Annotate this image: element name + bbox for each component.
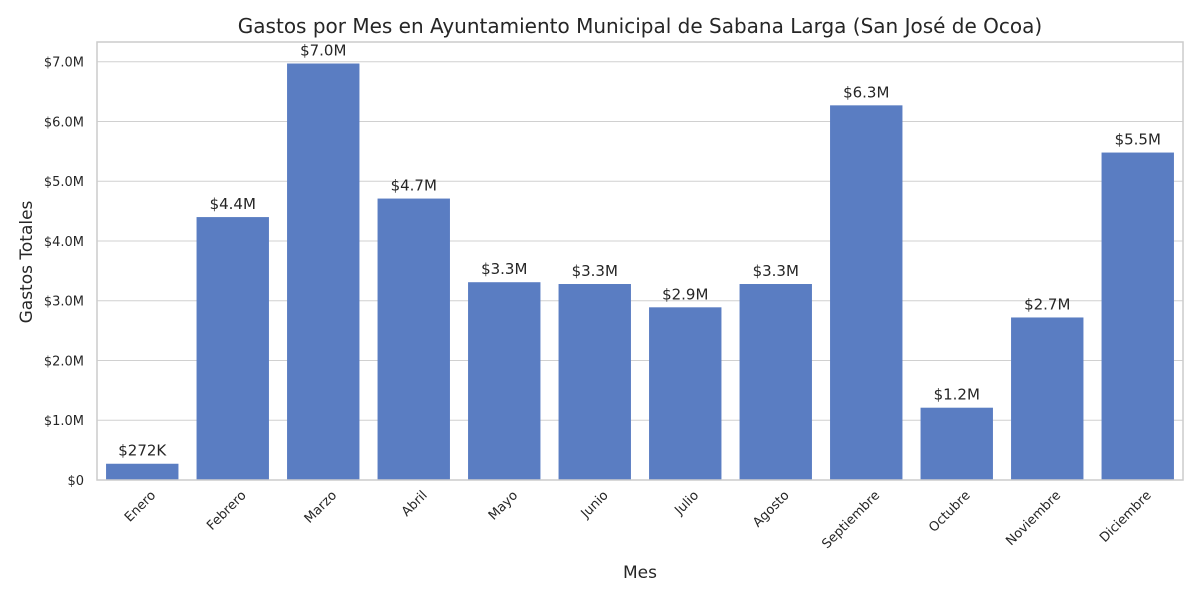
bar-value-label: $272K: [118, 442, 167, 460]
x-tick-label: Septiembre: [819, 488, 883, 552]
x-tick-label: Mayo: [486, 488, 521, 523]
y-axis-label: Gastos Totales: [17, 200, 37, 323]
bar-value-label: $2.7M: [1024, 295, 1070, 313]
x-tick-label: Julio: [671, 488, 702, 519]
y-tick-label: $3.0M: [44, 295, 84, 310]
bar-value-label: $6.3M: [843, 83, 889, 101]
plot-frame: [96, 41, 1184, 481]
bar-value-label: $5.5M: [1115, 131, 1161, 149]
bar: [106, 463, 179, 480]
bar: [196, 217, 269, 480]
bar-value-label: $1.2M: [934, 386, 980, 404]
x-axis-label: Mes: [623, 563, 657, 583]
y-axis-ticks: $0 $1.0M $2.0M $3.0M $4.0M $5.0M $6.0M $7.0M: [44, 56, 84, 489]
bar-value-label: $7.0M: [300, 42, 346, 60]
bar: [830, 105, 903, 481]
x-tick-label: Marzo: [302, 488, 340, 526]
y-tick-label: $6.0M: [44, 115, 84, 130]
bar-value-label: $2.9M: [662, 285, 708, 303]
x-tick-label: Junio: [578, 488, 612, 522]
x-tick-label: Noviembre: [1003, 488, 1064, 549]
x-tick-label: Diciembre: [1097, 488, 1155, 546]
x-tick-label: Octubre: [926, 488, 973, 535]
bar: [1101, 152, 1174, 480]
y-tick-label: $5.0M: [44, 175, 84, 190]
bar: [287, 63, 360, 480]
data-labels: $272K $4.4M $7.0M $4.7M $3.3M $3.3M $2.9M $3.3M…: [118, 42, 1161, 460]
bar-value-label: $4.4M: [210, 195, 256, 213]
chart-title: Gastos por Mes en Ayuntamiento Municipal…: [238, 14, 1042, 38]
bars: [106, 63, 1174, 481]
bar: [468, 282, 541, 480]
y-tick-label: $0: [67, 474, 84, 489]
x-tick-label: Abril: [399, 488, 431, 520]
bar-value-label: $3.3M: [481, 260, 527, 278]
bar-value-label: $4.7M: [391, 177, 437, 195]
bar-value-label: $3.3M: [753, 262, 799, 280]
y-tick-label: $4.0M: [44, 235, 84, 250]
y-tick-label: $2.0M: [44, 354, 84, 369]
bar: [377, 198, 450, 480]
bar: [558, 284, 631, 480]
bar: [920, 407, 993, 480]
bar-value-label: $3.3M: [572, 262, 618, 280]
x-axis-ticks: Enero Febrero Marzo Abril Mayo Junio Julio Agos…: [122, 488, 1155, 552]
grid: [97, 61, 1183, 481]
bar: [649, 307, 722, 480]
bar: [739, 284, 812, 480]
x-tick-label: Agosto: [750, 488, 792, 530]
bar: [1011, 317, 1084, 480]
x-tick-label: Febrero: [204, 488, 249, 533]
y-tick-label: $1.0M: [44, 414, 84, 429]
y-tick-label: $7.0M: [44, 56, 84, 71]
x-tick-label: Enero: [122, 488, 159, 525]
